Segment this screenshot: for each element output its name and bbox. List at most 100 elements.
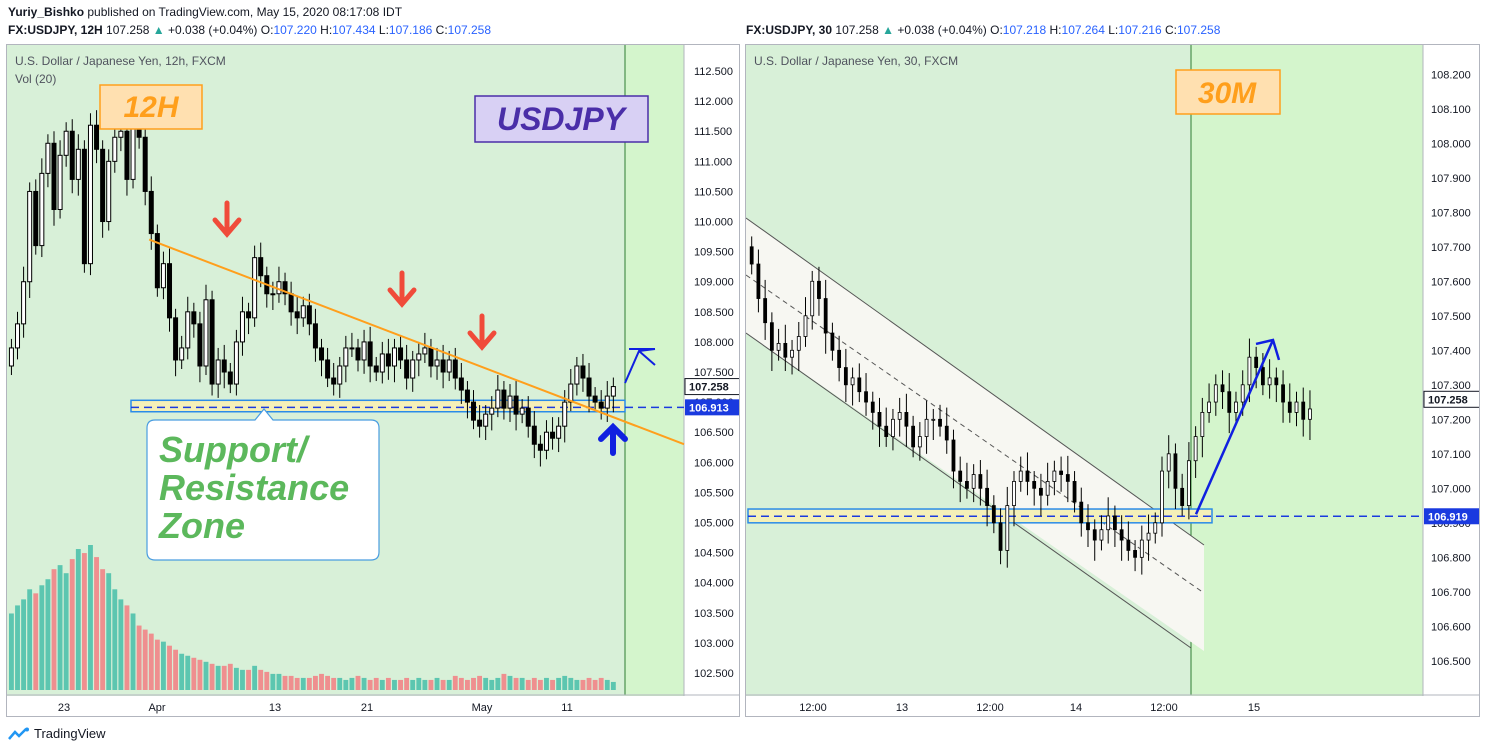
candle-body [803, 315, 808, 337]
price-tick-label: 106.600 [1431, 621, 1471, 633]
time-tick-label: 23 [58, 702, 70, 714]
candle-body [991, 505, 996, 524]
channel-upper-line [746, 217, 1205, 546]
chart-30m-svg[interactable]: 108.200 108.100 108.000 107.900 107.800 107.7… [746, 45, 1480, 717]
candle-body [1186, 460, 1191, 506]
left-low: 107.186 [388, 23, 433, 37]
candle-body [1207, 401, 1211, 413]
candle-body [1200, 412, 1205, 437]
candle-body [343, 347, 349, 367]
volume-bar [495, 677, 501, 690]
o-label: O: [260, 23, 274, 37]
volume-bar [75, 549, 81, 690]
chart-panel-30m[interactable]: 108.200 108.100 108.000 107.900 107.800 107.7… [745, 44, 1480, 717]
candle-body [796, 336, 801, 351]
candle-body [422, 347, 428, 355]
candle-body [246, 311, 252, 319]
level-price-label: 106.919 [1428, 511, 1468, 523]
price-tick-label: 107.500 [1431, 311, 1471, 323]
candle-body [1160, 470, 1164, 524]
volume-bar [33, 593, 39, 690]
chart-title: U.S. Dollar / Japanese Yen, 30, FXCM [754, 54, 958, 68]
h-label: H: [1049, 23, 1062, 37]
candle-body [373, 365, 379, 373]
volume-bar [537, 679, 543, 690]
candle-body [252, 257, 258, 319]
candle-body [1146, 532, 1151, 541]
chart-12h-svg[interactable]: 112.500 112.000 111.500 111.000 110.500 110.0… [7, 45, 740, 717]
candle-body [51, 142, 57, 210]
candle-body [1012, 481, 1016, 506]
time-tick-label: 12:00 [799, 702, 827, 714]
candle-body [446, 359, 452, 373]
candle-body [823, 298, 828, 334]
price-tick-label: 103.000 [694, 638, 734, 650]
volume-bar [276, 673, 282, 690]
volume-bar [100, 569, 106, 690]
candle-body [1099, 529, 1104, 541]
price-tick-label: 107.100 [1431, 449, 1471, 461]
up-triangle-icon: ▲ [152, 23, 165, 37]
future-zone-background [625, 45, 684, 716]
time-tick-label: 14 [1070, 702, 1082, 714]
volume-bar [355, 675, 361, 690]
candle-body [817, 280, 821, 299]
candle-body [574, 365, 580, 385]
price-tick-label: 103.500 [694, 608, 734, 620]
candle-body [154, 233, 160, 289]
current-price-label: 107.258 [689, 382, 729, 394]
candle-body [978, 474, 983, 489]
left-ohlc-line: FX:USDJPY, 12H 107.258 ▲ +0.038 (+0.04%)… [8, 23, 491, 37]
candle-body [1213, 384, 1218, 403]
volume-bar [51, 569, 57, 690]
candle-body [843, 367, 848, 386]
candle-body [543, 431, 549, 451]
volume-bar [88, 545, 93, 690]
l-label: L: [378, 23, 389, 37]
price-tick-label: 110.000 [694, 217, 733, 229]
left-open: 107.220 [273, 23, 317, 37]
candle-body [1106, 515, 1111, 531]
candle-body [106, 160, 112, 223]
candle-body [1119, 529, 1124, 541]
volume-bar [136, 625, 142, 690]
right-high: 107.264 [1061, 23, 1105, 37]
candle-body [1039, 487, 1043, 496]
candle-body [1005, 505, 1010, 551]
candle-body [598, 401, 604, 409]
candle-body [556, 425, 562, 439]
price-tick-label: 109.000 [694, 277, 734, 289]
candle-body [857, 377, 862, 393]
candle-body [592, 395, 598, 403]
timeframe-tag-box [1175, 69, 1281, 115]
candle-body [306, 305, 312, 325]
candle-body [331, 377, 337, 385]
symbol-tag-label: USDJPY [497, 101, 628, 137]
candle-body [1193, 436, 1198, 462]
author-name[interactable]: Yuriy_Bishko [8, 5, 85, 19]
candle-body [312, 323, 318, 349]
candle-body [1086, 522, 1090, 531]
volume-bar [173, 649, 179, 690]
volume-bar [94, 557, 99, 690]
volume-bar [556, 677, 562, 690]
candle-body [87, 124, 93, 265]
candle-body [130, 124, 136, 180]
timeframe-tag-label: 30M [1198, 77, 1257, 110]
volume-bar [258, 669, 264, 690]
c-label: C: [435, 23, 448, 37]
chart-panel-12h[interactable]: 112.500 112.000 111.500 111.000 110.500 110.0… [6, 44, 740, 717]
volume-bar [440, 679, 446, 690]
left-price: 107.258 [106, 23, 150, 37]
right-low: 107.216 [1118, 23, 1162, 37]
volume-bar [446, 679, 452, 690]
candle-body [519, 407, 525, 415]
candle-body [1308, 408, 1312, 420]
candle-body [294, 311, 300, 319]
candle-body [1126, 539, 1131, 551]
price-tick-label: 108.500 [694, 307, 734, 319]
tradingview-footer[interactable]: TradingView [8, 726, 106, 741]
volume-bar [349, 677, 355, 690]
candle-body [1032, 481, 1037, 489]
price-tick-label: 107.900 [1431, 173, 1471, 185]
